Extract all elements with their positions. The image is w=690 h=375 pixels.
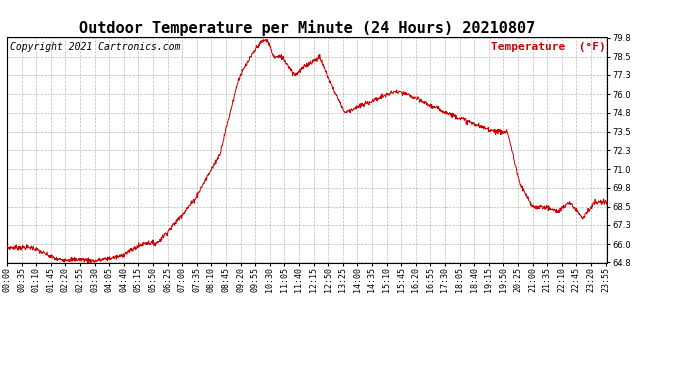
Title: Outdoor Temperature per Minute (24 Hours) 20210807: Outdoor Temperature per Minute (24 Hours…: [79, 20, 535, 36]
Text: Copyright 2021 Cartronics.com: Copyright 2021 Cartronics.com: [10, 42, 180, 52]
Text: Temperature  (°F): Temperature (°F): [491, 42, 606, 52]
